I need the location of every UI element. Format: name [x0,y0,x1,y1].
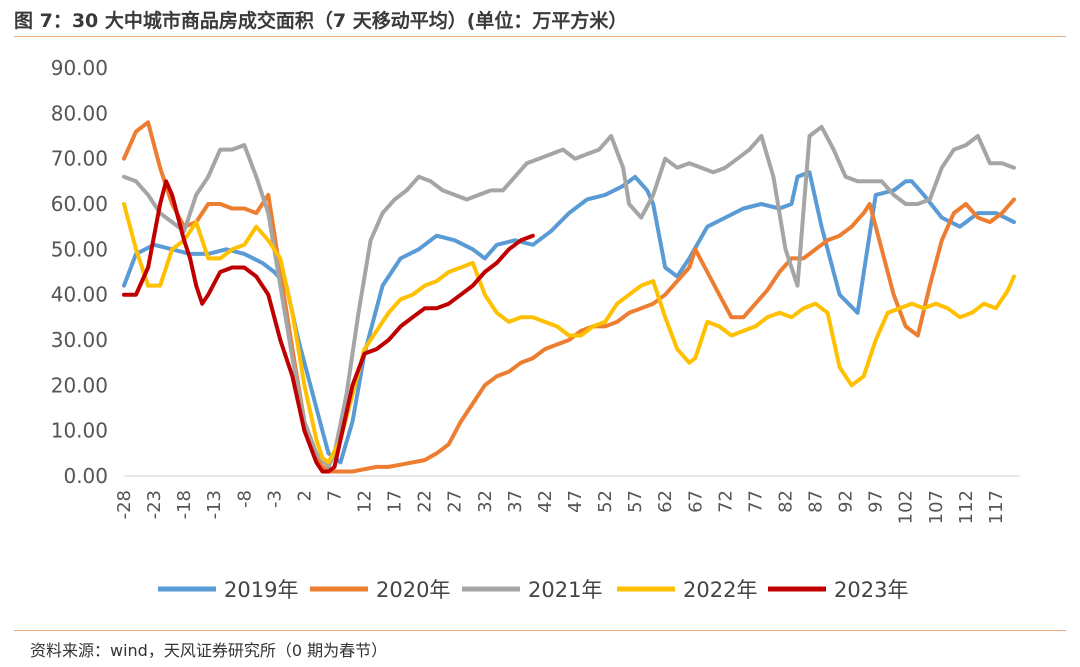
legend-label-4: 2023年 [834,578,908,602]
x-tick-label: 2 [294,490,315,501]
x-tick-label: 12 [355,490,376,513]
x-tick-label: 72 [715,490,736,513]
x-tick-label: 22 [415,490,436,513]
legend: 2019年 2020年 2021年 2022年 2023年 [158,578,908,602]
x-tick-label: -28 [114,490,135,519]
legend-label-2: 2021年 [528,578,602,602]
x-axis: -28 -23 -18 -13 -8 -3 2 7 12 17 22 27 32 37 42 47 52 57 62… [114,475,1020,524]
title-divider [14,36,1066,37]
legend-label-3: 2022年 [683,578,757,602]
series-line-3 [122,202,1016,465]
x-tick-label: -13 [204,490,225,519]
x-tick-label: 67 [685,490,706,513]
y-tick-label: 20.00 [51,373,108,397]
series-line-2 [122,124,1016,469]
y-tick-label: 90.00 [51,56,108,80]
x-tick-label: -18 [174,490,195,519]
x-tick-label: 117 [986,490,1007,524]
x-tick-label: 92 [836,490,857,513]
x-tick-label: 42 [535,490,556,513]
y-tick-label: 60.00 [51,192,108,216]
x-tick-label: 82 [775,490,796,513]
x-tick-label: -23 [144,490,165,519]
x-tick-label: 52 [595,490,616,513]
series-line-4 [122,179,535,474]
x-tick-label: 32 [475,490,496,513]
x-tick-label: 112 [956,490,977,524]
y-tick-label: 50.00 [51,237,108,261]
x-tick-label: 102 [896,490,917,524]
chart-title: 图 7：30 大中城市商品房成交面积（7 天移动平均）(单位：万平方米） [14,10,628,32]
x-tick-label: 27 [445,490,466,513]
y-tick-label: 70.00 [51,147,108,171]
y-tick-label: 80.00 [51,101,108,125]
x-tick-label: -8 [234,490,255,508]
legend-label-0: 2019年 [224,578,298,602]
y-axis: 0.00 10.00 20.00 30.00 40.00 50.00 60.00 70.00 8… [51,56,108,488]
series-lines [122,120,1016,474]
y-tick-label: 40.00 [51,283,108,307]
y-tick-label: 0.00 [63,464,108,488]
x-tick-label: 107 [926,490,947,524]
legend-label-1: 2020年 [376,578,450,602]
x-tick-label: 87 [806,490,827,513]
x-tick-label: 47 [565,490,586,513]
x-tick-label: 77 [745,490,766,513]
source-divider [14,630,1066,631]
y-tick-label: 30.00 [51,328,108,352]
source-note: 资料来源：wind，天风证券研究所（0 期为春节） [30,641,388,660]
series-line-1 [122,120,1016,474]
series-line-0 [122,170,1016,465]
x-tick-label: 37 [505,490,526,513]
y-tick-label: 10.00 [51,419,108,443]
x-tick-label: 17 [385,490,406,513]
x-tick-label: 62 [655,490,676,513]
x-tick-label: 97 [866,490,887,513]
x-tick-label: -3 [264,490,285,508]
x-tick-label: 57 [625,490,646,513]
x-tick-label: 7 [324,490,345,501]
